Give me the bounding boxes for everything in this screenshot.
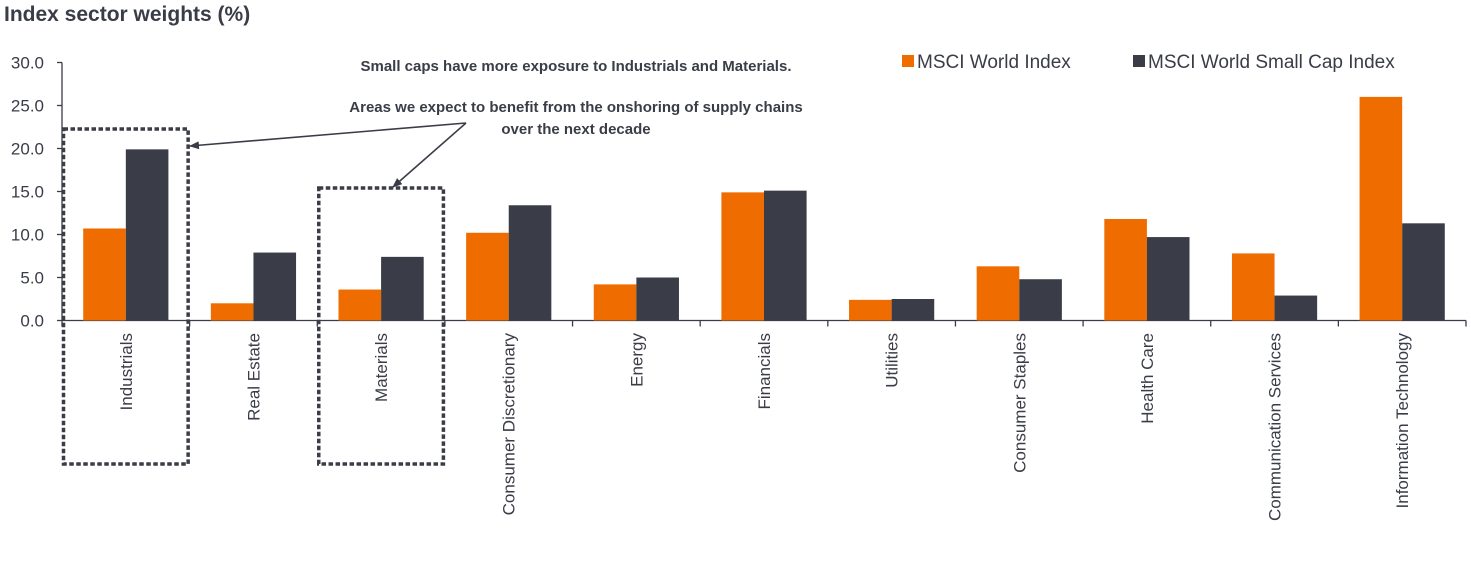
bar-msci-world-materials xyxy=(338,289,382,321)
bar-msci-world-utilities xyxy=(849,299,892,321)
legend-swatch-msci-small-cap xyxy=(1133,55,1145,67)
y-tick-label: 20.0 xyxy=(11,140,44,159)
y-tick-label: 0.0 xyxy=(20,312,44,331)
bar-msci-world-financials xyxy=(721,192,764,321)
x-tick-label: Consumer Staples xyxy=(1010,333,1029,473)
bar-msci-world-real-estate xyxy=(210,303,254,321)
bar-msci-world-consumer-discretionary xyxy=(466,232,509,321)
x-tick-label: Industrials xyxy=(117,333,136,410)
chart-title: Index sector weights (%) xyxy=(4,3,251,26)
annotations: Small caps have more exposure to Industr… xyxy=(189,58,803,188)
x-tick-label: Utilities xyxy=(883,333,902,388)
bar-msci-world-consumer-staples xyxy=(976,266,1020,321)
legend: MSCI World Index MSCI World Small Cap In… xyxy=(902,52,1395,73)
highlight-box-industrials xyxy=(61,127,190,466)
y-tick-label: 25.0 xyxy=(11,97,44,116)
x-tick-label: Real Estate xyxy=(244,333,263,421)
callout-arrow-industrials xyxy=(189,122,467,150)
bar-msci-small-cap-consumer-staples xyxy=(1019,279,1062,321)
y-tick-label: 5.0 xyxy=(20,269,44,288)
bar-msci-world-health-care xyxy=(1104,219,1147,321)
x-tick-label: Communication Services xyxy=(1266,333,1285,521)
x-tick-label: Materials xyxy=(372,333,391,402)
bar-msci-world-information-technology xyxy=(1359,96,1403,321)
legend-label-msci-world: MSCI World Index xyxy=(917,52,1071,73)
bar-msci-small-cap-industrials xyxy=(125,149,169,321)
callout-arrow-materials xyxy=(392,122,467,188)
x-tick-label: Financials xyxy=(755,333,774,410)
x-tick-label: Energy xyxy=(627,333,646,387)
callout-annotation-line2: over the next decade xyxy=(501,121,650,138)
bar-msci-world-industrials xyxy=(83,228,126,321)
bar-msci-world-communication-services xyxy=(1231,253,1275,321)
y-tick-label: 30.0 xyxy=(11,54,44,73)
x-tick-label: Health Care xyxy=(1138,333,1157,424)
bar-msci-small-cap-utilities xyxy=(891,299,935,321)
bar-msci-small-cap-health-care xyxy=(1146,237,1190,321)
bar-msci-small-cap-information-technology xyxy=(1402,223,1445,321)
x-tick-label: Consumer Discretionary xyxy=(500,333,519,516)
bar-msci-small-cap-materials xyxy=(381,256,424,321)
headline-annotation: Small caps have more exposure to Industr… xyxy=(361,58,792,75)
legend-label-msci-small-cap: MSCI World Small Cap Index xyxy=(1148,52,1395,73)
x-axis: Industrials Real Estate Materials Consumer … xyxy=(61,319,1467,521)
legend-swatch-msci-world xyxy=(902,55,914,67)
x-tick-label: Information Technology xyxy=(1393,333,1412,509)
bar-msci-world-energy xyxy=(593,284,637,321)
callout-annotation-line1: Areas we expect to benefit from the onsh… xyxy=(349,99,802,116)
bar-msci-small-cap-real-estate xyxy=(253,252,297,321)
highlight-box-materials xyxy=(317,186,446,466)
bar-msci-small-cap-consumer-discretionary xyxy=(508,205,552,321)
y-tick-label: 10.0 xyxy=(11,226,44,245)
bar-msci-small-cap-communication-services xyxy=(1274,295,1318,321)
bar-msci-small-cap-energy xyxy=(636,277,679,321)
y-axis: 0.0 5.0 10.0 15.0 20.0 25.0 30.0 xyxy=(11,54,63,331)
bar-msci-small-cap-financials xyxy=(764,190,807,321)
highlight-boxes xyxy=(61,127,446,466)
y-tick-label: 15.0 xyxy=(11,183,44,202)
bars xyxy=(83,96,1445,321)
